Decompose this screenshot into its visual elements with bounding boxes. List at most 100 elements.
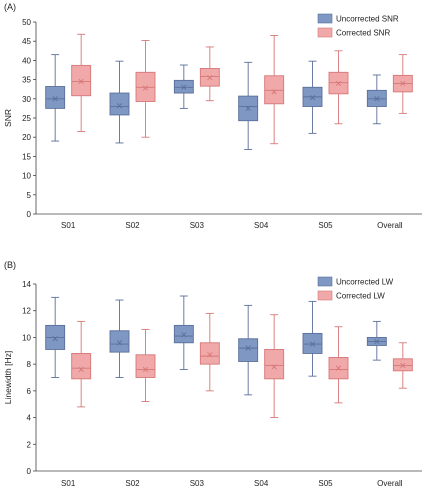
mean-marker bbox=[142, 366, 149, 373]
mean-marker bbox=[335, 365, 342, 371]
iqr-box bbox=[71, 353, 92, 380]
category-label: S04 bbox=[254, 479, 269, 488]
y-tick-label: 8 bbox=[27, 360, 32, 369]
iqr-box bbox=[392, 358, 413, 372]
y-tick-label: 0 bbox=[27, 467, 32, 476]
iqr-box bbox=[302, 332, 323, 354]
box-corrected-s02 bbox=[135, 39, 156, 138]
category-label: S02 bbox=[125, 479, 140, 488]
mean-marker bbox=[52, 336, 58, 342]
legend-label: Corrected SNR bbox=[336, 29, 390, 38]
mean-marker bbox=[207, 75, 213, 81]
mean-marker bbox=[142, 85, 149, 91]
y-tick-label: 35 bbox=[22, 76, 31, 85]
legend-label: Uncorrected SNR bbox=[336, 15, 399, 24]
iqr-box bbox=[45, 86, 66, 109]
mean-marker bbox=[207, 352, 213, 358]
box-uncorrected-s04 bbox=[238, 61, 259, 150]
iqr-box bbox=[238, 338, 259, 362]
box-corrected-s01 bbox=[71, 320, 92, 408]
y-axis-label: Linewidth [Hz] bbox=[3, 351, 13, 404]
box-corrected-s04 bbox=[264, 34, 285, 145]
legend-swatch bbox=[317, 276, 333, 287]
box-corrected-s03 bbox=[199, 46, 220, 102]
iqr-box bbox=[173, 324, 194, 344]
mean-marker bbox=[78, 78, 84, 85]
category-label: S04 bbox=[254, 221, 269, 230]
box-uncorrected-s03 bbox=[173, 295, 194, 370]
mean-marker bbox=[271, 89, 277, 95]
mean-marker bbox=[309, 95, 316, 101]
box-uncorrected-s05 bbox=[302, 300, 323, 377]
y-tick-label: 30 bbox=[22, 95, 31, 104]
box-uncorrected-s02 bbox=[109, 60, 130, 144]
y-tick-label: 14 bbox=[22, 280, 31, 289]
mean-marker bbox=[52, 96, 58, 102]
y-tick-label: 4 bbox=[27, 414, 32, 423]
y-tick-label: 50 bbox=[22, 18, 31, 27]
legend-swatch bbox=[317, 13, 333, 24]
category-label: S05 bbox=[318, 221, 333, 230]
iqr-box bbox=[109, 330, 130, 353]
legend-swatch bbox=[317, 290, 333, 301]
panel-a: (A) 0 5 10 15 20 25 30 35 40 45 50 SNR S01 S02 S03 S04 S0… bbox=[3, 2, 422, 230]
mean-marker bbox=[245, 105, 251, 112]
category-label: Overall bbox=[377, 221, 403, 230]
y-tick-label: 2 bbox=[27, 440, 32, 449]
box-uncorrected-overall bbox=[366, 74, 387, 125]
category-label: S01 bbox=[61, 479, 76, 488]
mean-marker bbox=[78, 366, 84, 373]
iqr-box bbox=[264, 75, 285, 105]
mean-marker bbox=[374, 338, 380, 345]
category-label: S03 bbox=[190, 221, 205, 230]
iqr-box bbox=[199, 342, 220, 365]
y-tick-label: 5 bbox=[27, 191, 32, 200]
y-axis-label: SNR bbox=[3, 109, 13, 127]
y-tick-label: 40 bbox=[22, 56, 31, 65]
legend-label: Corrected LW bbox=[336, 292, 385, 301]
mean-marker bbox=[116, 103, 123, 109]
mean-marker bbox=[181, 332, 187, 338]
box-uncorrected-s01 bbox=[45, 296, 66, 378]
legend: Uncorrected LW Corrected LW bbox=[317, 276, 394, 301]
box-uncorrected-s03 bbox=[173, 64, 194, 109]
category-label: S02 bbox=[125, 221, 140, 230]
panel-b: (B) 0 2 4 6 8 10 12 14 Linewidth [Hz] S01 S02 S03 S04… bbox=[3, 260, 422, 488]
iqr-box bbox=[135, 354, 156, 378]
iqr-box bbox=[264, 349, 285, 380]
box-corrected-overall bbox=[392, 342, 413, 389]
mean-marker bbox=[245, 345, 251, 351]
box-corrected-s04 bbox=[264, 314, 285, 419]
category-label: Overall bbox=[377, 479, 403, 488]
legend-swatch bbox=[317, 27, 333, 38]
mean-marker bbox=[374, 96, 380, 102]
category-label: S05 bbox=[318, 479, 333, 488]
box-uncorrected-s01 bbox=[45, 54, 66, 142]
y-tick-label: 12 bbox=[22, 307, 31, 316]
box-corrected-s01 bbox=[71, 33, 92, 132]
mean-marker bbox=[335, 80, 342, 87]
category-label: S01 bbox=[61, 221, 76, 230]
y-tick-label: 6 bbox=[27, 387, 32, 396]
box-uncorrected-overall bbox=[366, 320, 387, 361]
box-corrected-s05 bbox=[328, 50, 349, 125]
legend: Uncorrected SNR Corrected SNR bbox=[317, 13, 399, 38]
box-corrected-s02 bbox=[135, 328, 156, 402]
box-uncorrected-s04 bbox=[238, 304, 259, 396]
mean-marker bbox=[271, 364, 277, 370]
y-tick-label: 45 bbox=[22, 37, 31, 46]
y-tick-label: 15 bbox=[22, 152, 31, 161]
y-tick-label: 10 bbox=[22, 333, 31, 342]
y-tick-label: 0 bbox=[27, 210, 32, 219]
panel-label: (A) bbox=[4, 2, 16, 12]
mean-marker bbox=[309, 341, 316, 347]
mean-marker bbox=[400, 362, 406, 369]
box-corrected-overall bbox=[392, 54, 413, 114]
mean-marker bbox=[116, 340, 123, 346]
box-corrected-s03 bbox=[199, 312, 220, 392]
box-uncorrected-s02 bbox=[109, 299, 130, 378]
mean-marker bbox=[181, 84, 187, 90]
box-corrected-s05 bbox=[328, 326, 349, 404]
box-uncorrected-s05 bbox=[302, 60, 323, 134]
